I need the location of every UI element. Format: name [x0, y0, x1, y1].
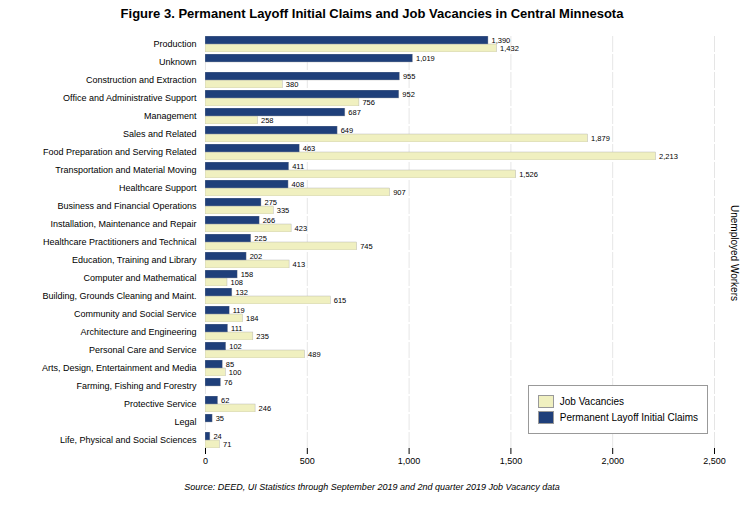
svg-text:Life, Physical and Social Scie: Life, Physical and Social Sciences [60, 435, 197, 445]
html-text:Figure 3. Permanent Layoff Ini: Figure 3. Permanent Layoff Initial Claim… [120, 6, 624, 21]
svg-text:Healthcare Support: Healthcare Support [119, 183, 197, 193]
svg-text:380: 380 [286, 80, 299, 89]
svg-text:0: 0 [203, 456, 208, 466]
svg-text:Education, Training and Librar: Education, Training and Library [72, 255, 197, 265]
svg-text:62: 62 [221, 396, 229, 405]
svg-text:Community and Social Service: Community and Social Service [74, 309, 197, 319]
svg-text:Food Preparation and Serving R: Food Preparation and Serving Related [43, 147, 197, 157]
html-text:Source: DEED, UI Statistics th: Source: DEED, UI Statistics through Sept… [184, 482, 560, 492]
svg-text:2,000: 2,000 [601, 456, 624, 466]
svg-text:Building, Grounds Cleaning and: Building, Grounds Cleaning and Maint. [42, 291, 196, 301]
svg-text:335: 335 [277, 206, 290, 215]
svg-text:1,432: 1,432 [500, 44, 519, 53]
svg-text:907: 907 [393, 188, 406, 197]
svg-text:Construction and Extraction: Construction and Extraction [86, 75, 197, 85]
svg-text:108: 108 [230, 278, 243, 287]
svg-text:756: 756 [362, 98, 375, 107]
svg-text:423: 423 [295, 224, 308, 233]
svg-text:184: 184 [246, 314, 259, 323]
svg-text:649: 649 [341, 126, 354, 135]
svg-text:2,213: 2,213 [659, 152, 678, 161]
svg-text:71: 71 [223, 440, 231, 449]
svg-text:Installation, Maintenance and: Installation, Maintenance and Repair [50, 219, 196, 229]
svg-text:1,526: 1,526 [519, 170, 538, 179]
svg-text:Legal: Legal [174, 417, 196, 427]
html-text:Permanent Layoff Initial Claim: Permanent Layoff Initial Claims [559, 412, 698, 423]
svg-text:Healthcare Practitioners and T: Healthcare Practitioners and Technical [43, 237, 196, 247]
svg-text:Arts, Design, Entertainment an: Arts, Design, Entertainment and Media [42, 363, 197, 373]
svg-text:266: 266 [263, 216, 276, 225]
svg-text:745: 745 [360, 242, 373, 251]
svg-text:955: 955 [403, 72, 416, 81]
svg-text:235: 235 [256, 332, 269, 341]
svg-text:500: 500 [300, 456, 315, 466]
svg-text:202: 202 [250, 252, 263, 261]
html-text:Unemployed Workers: Unemployed Workers [729, 204, 740, 301]
svg-text:76: 76 [224, 378, 232, 387]
svg-text:158: 158 [241, 270, 254, 279]
svg-text:Production: Production [153, 39, 196, 49]
svg-text:24: 24 [213, 432, 221, 441]
svg-text:Business and Financial Operati: Business and Financial Operations [57, 201, 197, 211]
svg-text:85: 85 [226, 360, 234, 369]
svg-text:258: 258 [261, 116, 274, 125]
svg-text:102: 102 [229, 342, 242, 351]
svg-text:463: 463 [303, 144, 316, 153]
svg-text:1,879: 1,879 [591, 134, 610, 143]
svg-text:2,500: 2,500 [703, 456, 726, 466]
svg-text:408: 408 [292, 180, 305, 189]
svg-text:Computer and Mathematical: Computer and Mathematical [83, 273, 196, 283]
svg-text:615: 615 [334, 296, 347, 305]
svg-text:119: 119 [233, 306, 245, 315]
svg-text:1,000: 1,000 [398, 456, 421, 466]
svg-text:1,019: 1,019 [416, 54, 435, 63]
svg-text:Farming, Fishing and Forestry: Farming, Fishing and Forestry [76, 381, 197, 391]
svg-text:489: 489 [308, 350, 321, 359]
svg-text:246: 246 [259, 404, 272, 413]
svg-text:132: 132 [235, 288, 248, 297]
svg-text:100: 100 [229, 368, 242, 377]
svg-text:Protective Service: Protective Service [124, 399, 197, 409]
svg-text:Office and Administrative Supp: Office and Administrative Support [63, 93, 197, 103]
svg-text:35: 35 [216, 414, 224, 423]
svg-text:687: 687 [348, 108, 361, 117]
html-text:Job Vacancies: Job Vacancies [559, 396, 625, 407]
svg-text:Sales and Related: Sales and Related [123, 129, 197, 139]
svg-text:411: 411 [292, 162, 304, 171]
svg-text:Personal Care and Service: Personal Care and Service [89, 345, 197, 355]
svg-text:413: 413 [293, 260, 306, 269]
svg-text:1,500: 1,500 [500, 456, 523, 466]
svg-text:225: 225 [254, 234, 267, 243]
svg-text:Management: Management [144, 111, 197, 121]
svg-text:111: 111 [231, 324, 242, 333]
svg-text:Unknown: Unknown [159, 57, 197, 67]
svg-text:952: 952 [402, 90, 415, 99]
svg-text:275: 275 [264, 198, 277, 207]
svg-text:Architecture and Engineering: Architecture and Engineering [80, 327, 196, 337]
svg-text:1,390: 1,390 [492, 36, 511, 45]
svg-text:Transportation and Material Mo: Transportation and Material Moving [55, 165, 196, 175]
